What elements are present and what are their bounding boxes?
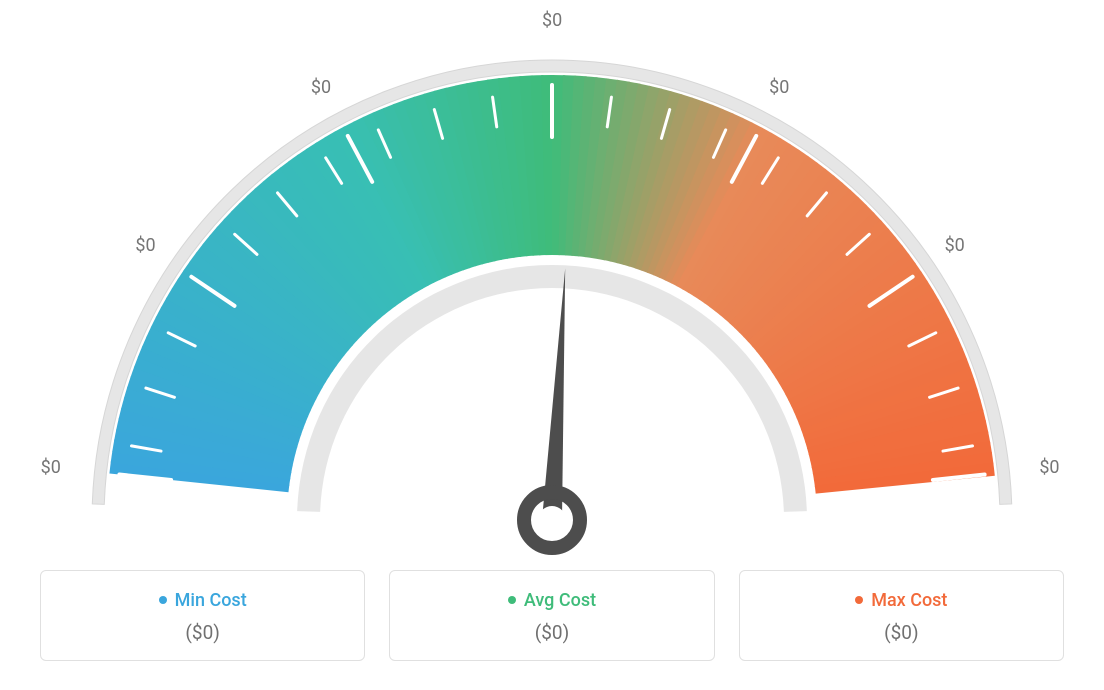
legend-value-min: ($0) [61, 621, 344, 644]
gauge-tick-label: $0 [945, 235, 965, 256]
legend-box-avg: Avg Cost ($0) [389, 570, 714, 661]
gauge-tick-label: $0 [135, 235, 155, 256]
gauge-tick-label: $0 [542, 10, 562, 31]
legend-title-max: Max Cost [855, 590, 947, 611]
legend-dot-avg [508, 596, 516, 604]
gauge-chart: $0 $0 $0 $0 $0 $0 $0 [0, 0, 1104, 560]
legend-box-max: Max Cost ($0) [739, 570, 1064, 661]
legend-label-max: Max Cost [871, 590, 947, 611]
gauge-tick-label: $0 [1039, 457, 1059, 478]
legend-dot-max [855, 596, 863, 604]
legend-title-min: Min Cost [159, 590, 247, 611]
legend-title-avg: Avg Cost [508, 590, 596, 611]
legend-label-min: Min Cost [175, 590, 247, 611]
legend-dot-min [159, 596, 167, 604]
legend-box-min: Min Cost ($0) [40, 570, 365, 661]
gauge-svg [0, 0, 1104, 560]
gauge-tick-label: $0 [41, 457, 61, 478]
gauge-tick-label: $0 [769, 77, 789, 98]
legend-label-avg: Avg Cost [524, 590, 596, 611]
legend-value-avg: ($0) [410, 621, 693, 644]
legend-value-max: ($0) [760, 621, 1043, 644]
gauge-tick-label: $0 [311, 77, 331, 98]
legend-row: Min Cost ($0) Avg Cost ($0) Max Cost ($0… [0, 570, 1104, 661]
